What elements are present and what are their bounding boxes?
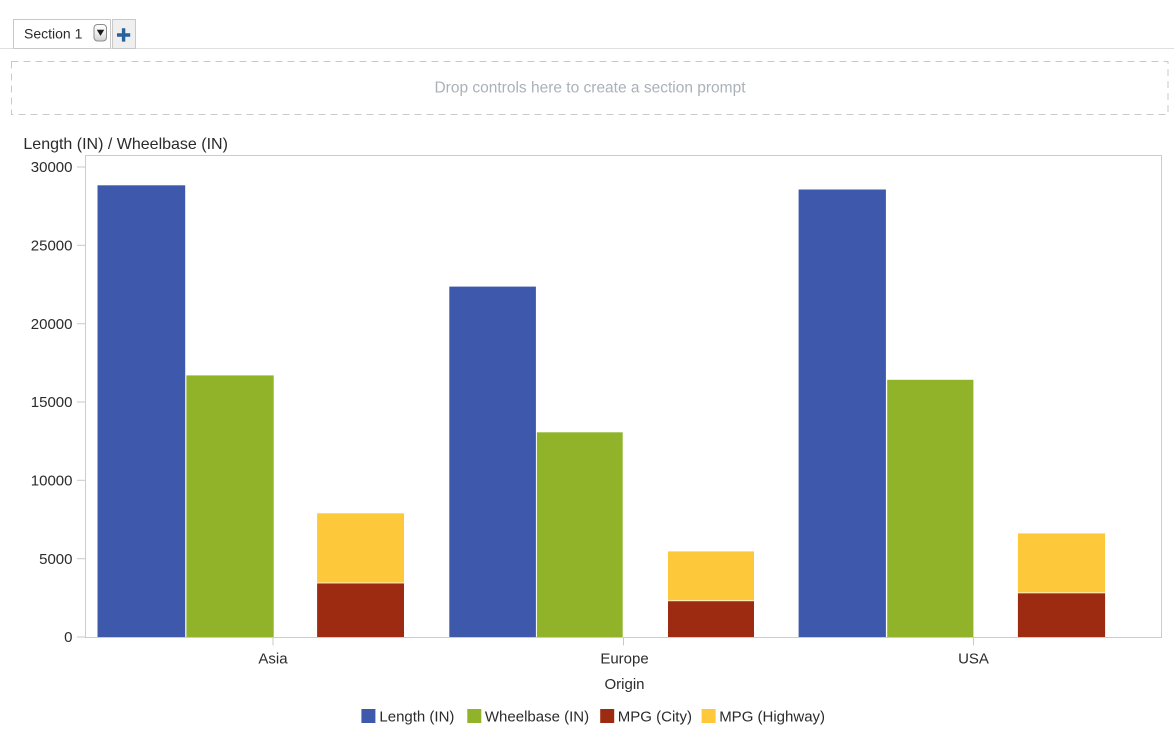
svg-text:Length (IN): Length (IN): [379, 708, 454, 725]
svg-text:0: 0: [64, 629, 72, 646]
svg-text:Origin: Origin: [604, 676, 644, 693]
svg-text:Europe: Europe: [600, 651, 648, 668]
svg-text:MPG (Highway): MPG (Highway): [719, 708, 825, 725]
svg-text:10000: 10000: [31, 473, 73, 490]
svg-text:Length (IN) / Wheelbase (IN): Length (IN) / Wheelbase (IN): [23, 136, 228, 153]
svg-text:Drop controls here to create a: Drop controls here to create a section p…: [434, 80, 746, 97]
svg-text:5000: 5000: [39, 551, 72, 568]
svg-text:Wheelbase (IN): Wheelbase (IN): [485, 708, 589, 725]
svg-text:MPG (City): MPG (City): [618, 708, 692, 725]
svg-text:USA: USA: [958, 651, 989, 668]
svg-text:Section 1: Section 1: [24, 26, 83, 42]
svg-text:20000: 20000: [31, 316, 73, 333]
svg-text:30000: 30000: [31, 159, 73, 176]
svg-text:25000: 25000: [31, 238, 73, 255]
svg-text:15000: 15000: [31, 394, 73, 411]
svg-text:Asia: Asia: [258, 651, 288, 668]
